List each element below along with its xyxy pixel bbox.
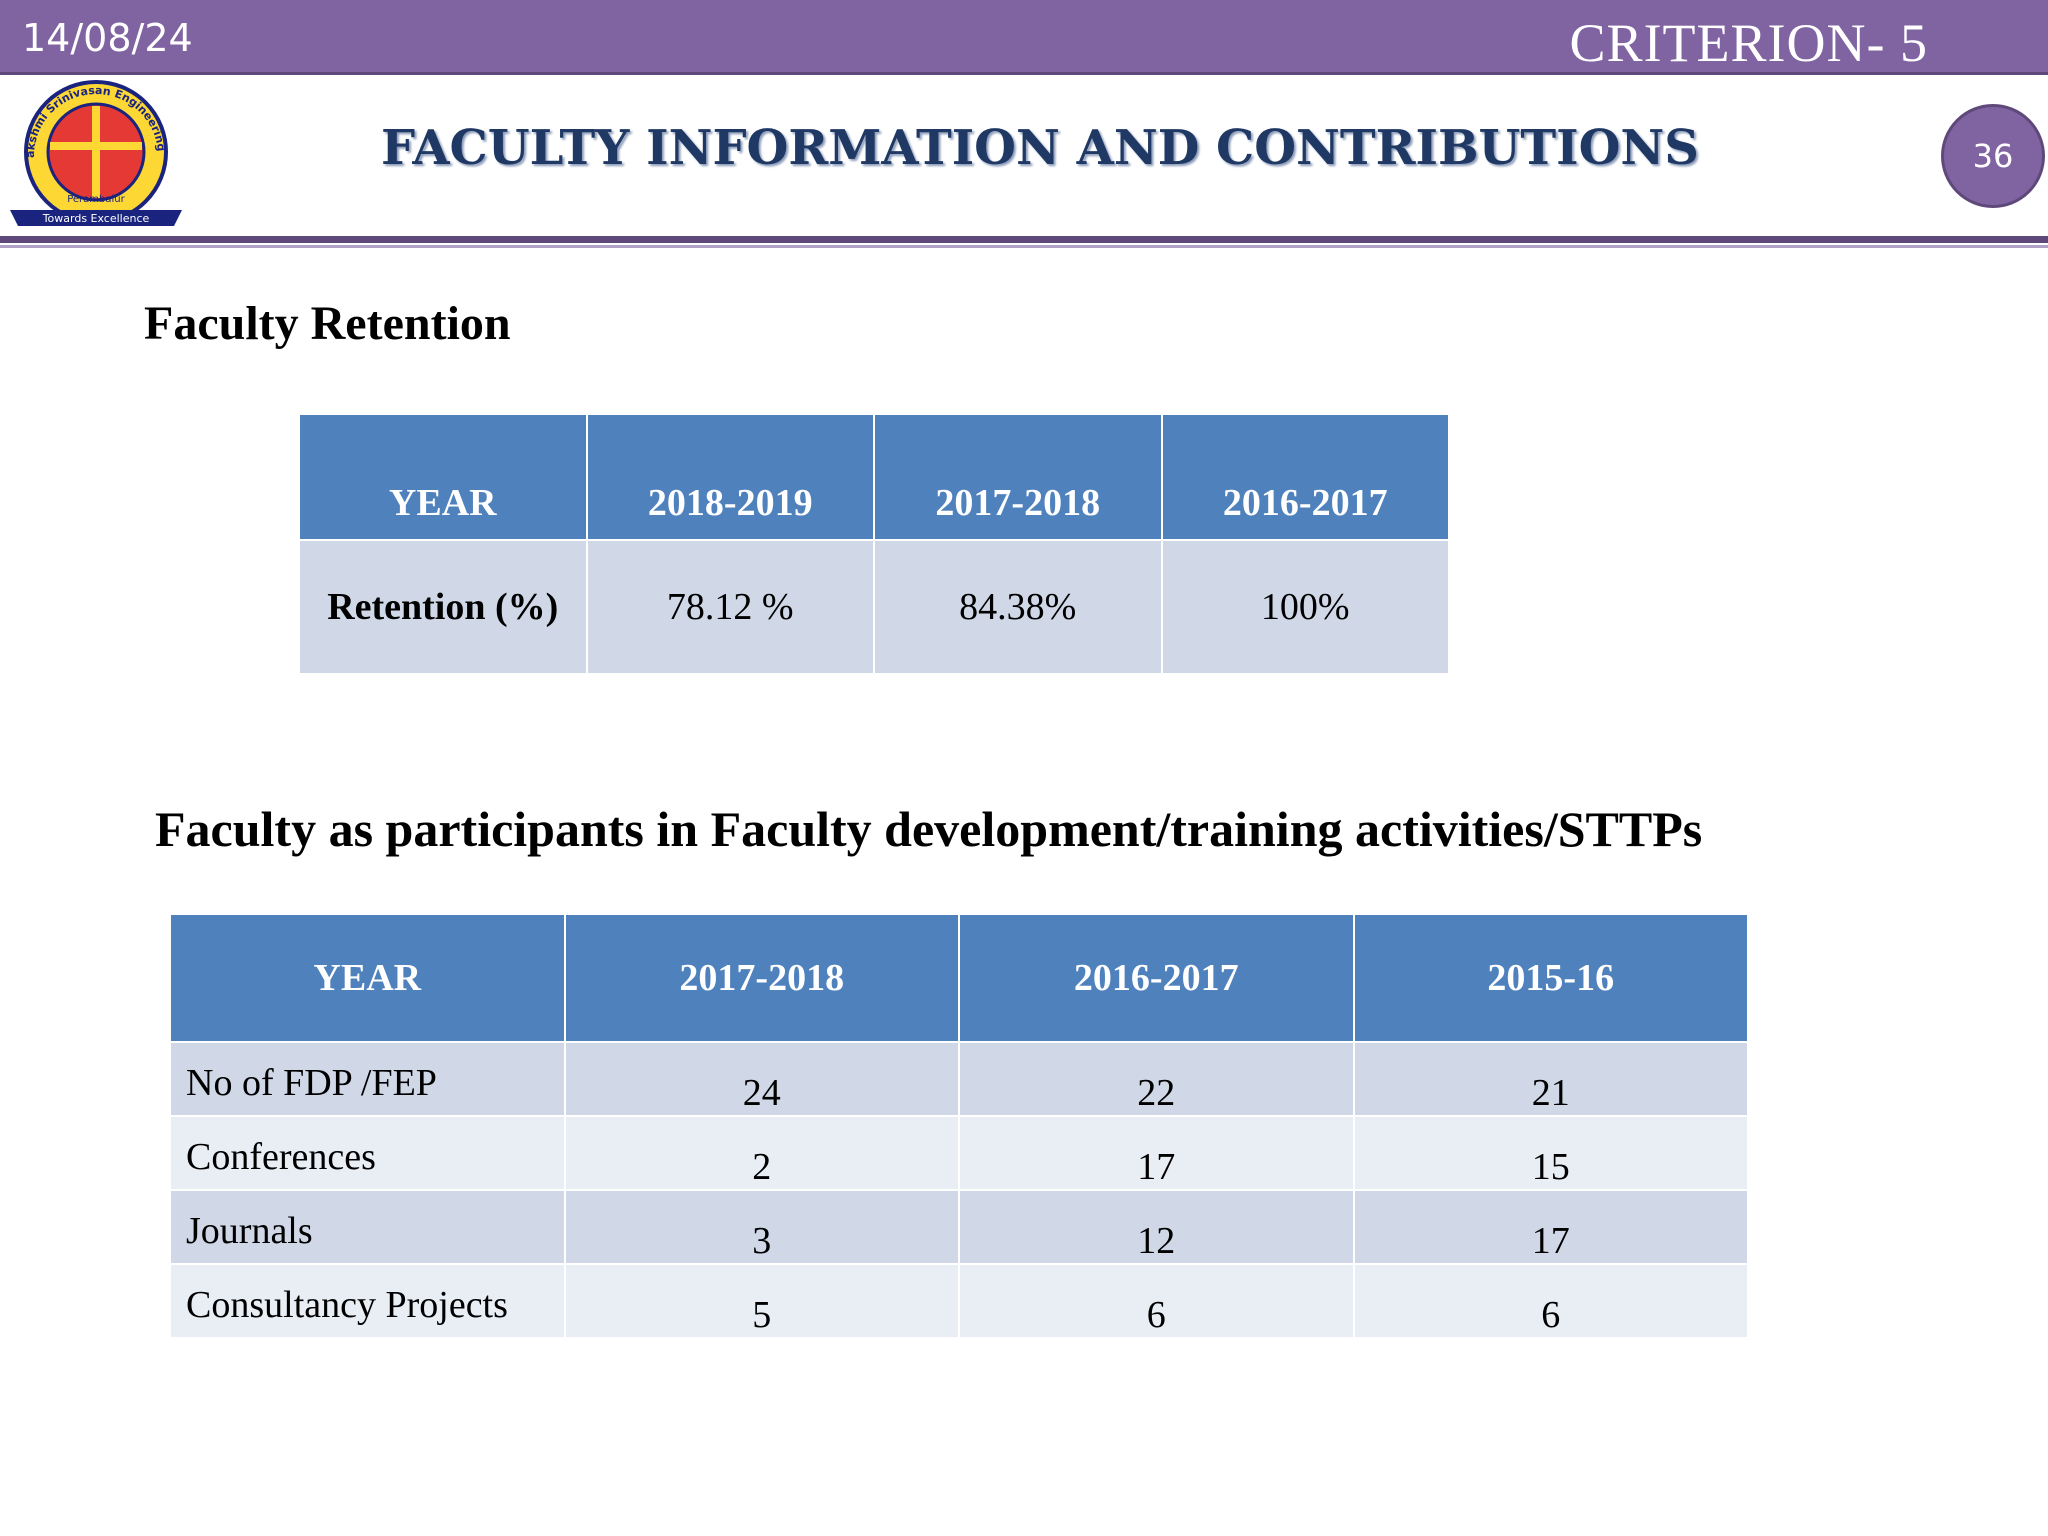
table-cell: 2017-2018 xyxy=(563,913,960,1043)
table-cell: 5 xyxy=(563,1263,960,1339)
table-cell: 24 xyxy=(563,1041,960,1117)
section-heading: Faculty as participants in Faculty devel… xyxy=(155,801,1703,857)
table-row: YEAR 2017-2018 2016-2017 2015-16 xyxy=(169,913,1749,1043)
table-cell: 100% xyxy=(1160,539,1450,675)
table-cell: Retention (%) xyxy=(298,539,588,675)
top-bar xyxy=(0,0,2048,75)
section-heading: Faculty Retention xyxy=(144,297,511,350)
table-cell: Conferences xyxy=(169,1115,566,1191)
table-cell: YEAR xyxy=(169,913,566,1043)
college-logo: Dhanalakshmi Srinivasan Engineering Coll… xyxy=(6,78,182,226)
logo-motto: Towards Excellence xyxy=(42,212,150,225)
table-cell: No of FDP /FEP xyxy=(169,1041,566,1117)
table-cell: 6 xyxy=(1352,1263,1749,1339)
table-cell: 22 xyxy=(958,1041,1355,1117)
table-row: Conferences 2 17 15 xyxy=(169,1115,1749,1191)
table-cell: YEAR xyxy=(298,413,588,541)
table-cell: 2018-2019 xyxy=(585,413,875,541)
participation-table: YEAR 2017-2018 2016-2017 2015-16 No of FDP /… xyxy=(169,913,1749,1339)
logo-place: Perambalur xyxy=(67,194,125,205)
table-row: Consultancy Projects 5 6 6 xyxy=(169,1263,1749,1339)
table-row: YEAR 2018-2019 2017-2018 2016-2017 xyxy=(298,413,1450,541)
table-cell: 6 xyxy=(958,1263,1355,1339)
table-cell: 2016-2017 xyxy=(1160,413,1450,541)
table-cell: 84.38% xyxy=(873,539,1163,675)
table-row: Journals 3 12 17 xyxy=(169,1189,1749,1265)
table-cell: 2017-2018 xyxy=(873,413,1163,541)
table-cell: 12 xyxy=(958,1189,1355,1265)
slide-title: FACULTY INFORMATION AND CONTRIBUTIONS xyxy=(381,120,1699,176)
table-cell: 2015-16 xyxy=(1352,913,1749,1043)
table-row: Retention (%) 78.12 % 84.38% 100% xyxy=(298,539,1450,675)
table-cell: 2016-2017 xyxy=(958,913,1355,1043)
page-number: 36 xyxy=(1941,104,2045,208)
table-row: No of FDP /FEP 24 22 21 xyxy=(169,1041,1749,1117)
table-cell: 15 xyxy=(1352,1115,1749,1191)
date: 14/08/24 xyxy=(22,16,193,60)
criterion: CRITERION- 5 xyxy=(1569,13,1928,73)
divider xyxy=(0,236,2048,243)
table-cell: Consultancy Projects xyxy=(169,1263,566,1339)
table-cell: 78.12 % xyxy=(585,539,875,675)
table-cell: 17 xyxy=(958,1115,1355,1191)
table-cell: 21 xyxy=(1352,1041,1749,1117)
table-cell: 3 xyxy=(563,1189,960,1265)
retention-table: YEAR 2018-2019 2017-2018 2016-2017 Retention… xyxy=(298,413,1450,675)
table-cell: 17 xyxy=(1352,1189,1749,1265)
table-cell: Journals xyxy=(169,1189,566,1265)
divider xyxy=(0,245,2048,248)
table-cell: 2 xyxy=(563,1115,960,1191)
